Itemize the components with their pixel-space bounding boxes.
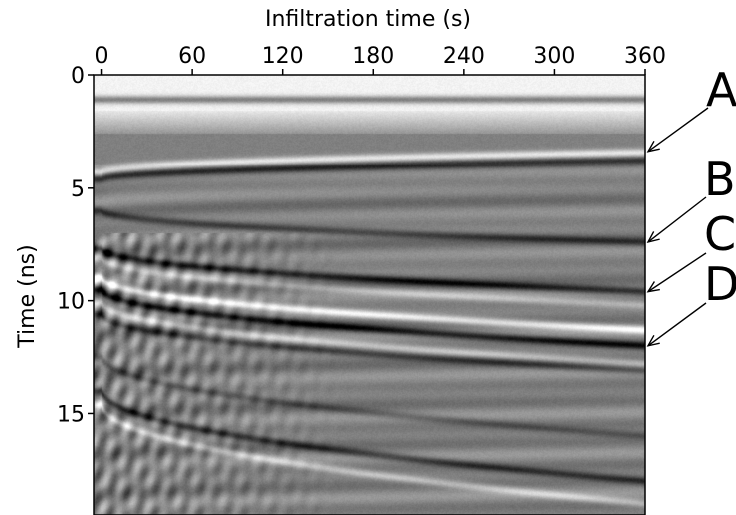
- annotation-arrow: [647, 252, 707, 293]
- y-tick-label: 5: [71, 177, 85, 202]
- y-tick-label: 0: [71, 64, 85, 89]
- annotation-arrowhead: [646, 334, 660, 347]
- y-tick-label: 15: [57, 402, 85, 427]
- annotation-arrowhead: [646, 140, 660, 153]
- annotation-arrow: [647, 196, 707, 243]
- annotation-label-a: A: [706, 63, 736, 117]
- annotation-label-c: C: [704, 207, 736, 261]
- annotation-arrow: [647, 302, 707, 347]
- annotation-arrow: [647, 107, 709, 153]
- x-tick-label: 240: [443, 44, 485, 69]
- y-axis-label: Time (ns): [15, 244, 40, 348]
- annotation-arrowhead: [646, 231, 660, 244]
- x-tick-label: 60: [178, 44, 206, 69]
- heatmap-image: [94, 75, 645, 515]
- x-axis: 0 60 120 180 240 300 360: [95, 44, 666, 75]
- radargram-heatmap: [94, 75, 645, 515]
- y-axis: 0 5 10 15: [57, 64, 94, 427]
- x-tick-label: 360: [624, 44, 666, 69]
- x-tick-label: 180: [352, 44, 394, 69]
- plot-frame: [93, 74, 646, 515]
- annotation-label-b: B: [704, 152, 736, 206]
- x-tick-label: 0: [95, 44, 109, 69]
- y-tick-label: 10: [57, 290, 85, 315]
- x-axis-label: Infiltration time (s): [265, 7, 471, 32]
- annotation-label-d: D: [704, 257, 736, 311]
- x-tick-label: 120: [262, 44, 304, 69]
- x-tick-label: 300: [533, 44, 575, 69]
- annotation-arrowhead: [646, 281, 660, 293]
